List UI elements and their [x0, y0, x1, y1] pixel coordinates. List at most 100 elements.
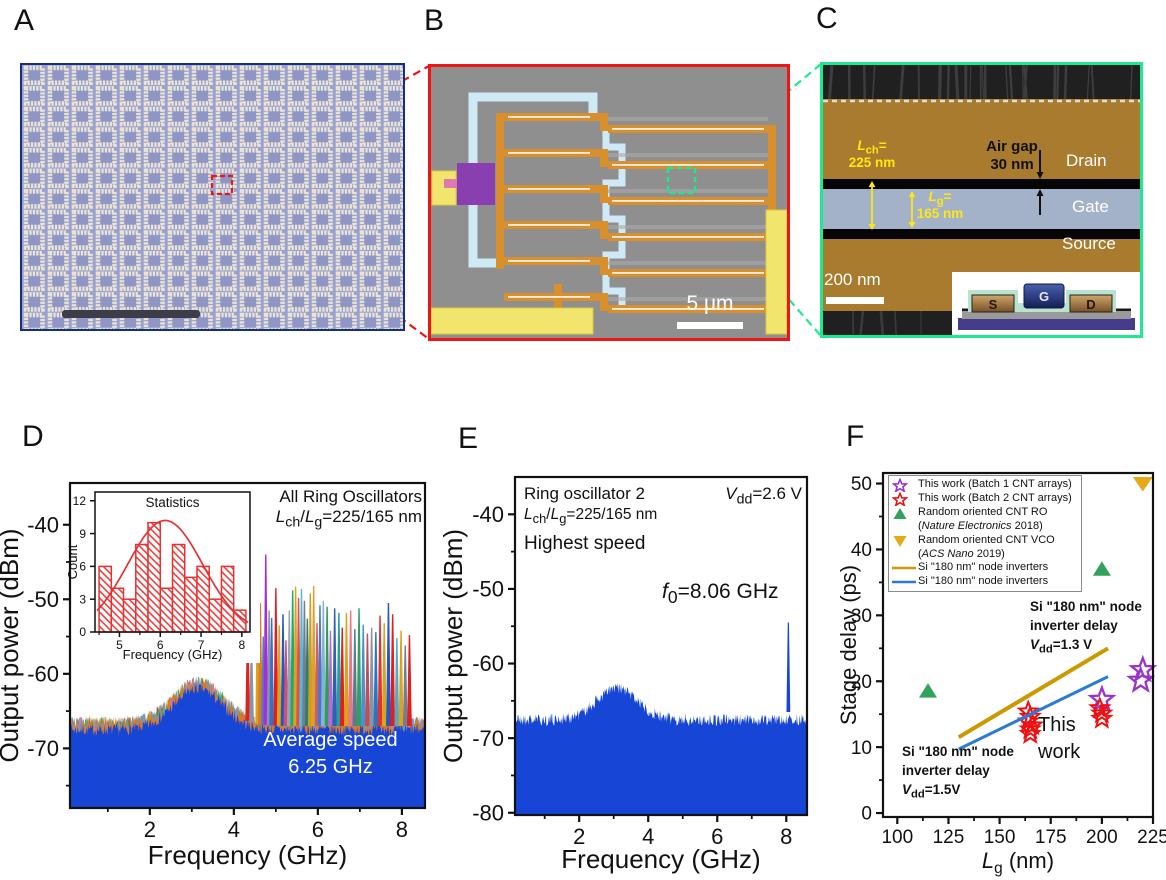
svg-text:7: 7	[198, 638, 205, 652]
panel-label-c: C	[816, 2, 838, 35]
svg-text:-60: -60	[472, 651, 504, 676]
panel-label-d: D	[22, 420, 44, 453]
legend-item: This work (Batch 2 CNT arrays)	[892, 492, 1078, 506]
svg-text:Statistics: Statistics	[145, 495, 199, 510]
note-line: This	[1038, 714, 1076, 736]
svg-text:Output power (dBm): Output power (dBm)	[0, 528, 24, 762]
svg-text:-70: -70	[472, 726, 504, 751]
panel-label-a: A	[14, 4, 35, 37]
svg-text:-50: -50	[472, 577, 504, 602]
svg-text:4: 4	[228, 817, 240, 842]
scale-bar	[826, 297, 884, 304]
legend-label: Si "180 nm" node inverters	[918, 575, 1049, 588]
svg-text:150: 150	[984, 827, 1016, 848]
note-line: Vdd=1.3 V	[1030, 637, 1093, 656]
note-line: Si "180 nm" node	[1030, 599, 1142, 614]
legend-item: Random oriented CNT VCO	[892, 534, 1078, 548]
svg-text:-70: -70	[27, 736, 59, 761]
chart-e-f0: f0=8.06 GHz	[662, 580, 779, 608]
svg-text:-50: -50	[27, 587, 59, 612]
svg-text:6: 6	[711, 824, 723, 849]
legend-item: Si "180 nm" node inverters	[892, 575, 1078, 589]
svg-text:G: G	[1039, 289, 1049, 304]
svg-text:Frequency (GHz): Frequency (GHz)	[148, 840, 347, 870]
note-line: Vdd=1.5V	[902, 782, 961, 801]
chart-e-vdd: Vdd=2.6 V	[725, 484, 802, 508]
chart-f-this-work-note: This work	[1038, 712, 1080, 766]
svg-text:Output power (dBm): Output power (dBm)	[438, 529, 468, 763]
svg-text:4: 4	[642, 824, 654, 849]
svg-text:0: 0	[861, 804, 872, 825]
panel-a-micrograph-frame	[20, 63, 405, 331]
chart-e-title: Ring oscillator 2	[524, 484, 645, 503]
svg-text:12: 12	[73, 494, 87, 508]
svg-text:0: 0	[79, 625, 86, 639]
svg-text:Lg (nm): Lg (nm)	[982, 848, 1054, 877]
chart-d-dimensions: Lch/Lg=225/165 nm	[275, 507, 422, 531]
note-line: work	[1038, 741, 1081, 763]
svg-text:6: 6	[157, 638, 164, 652]
legend-label: Random oriented CNT RO	[918, 506, 1048, 519]
panel-c-crosssection-frame	[820, 62, 1143, 338]
svg-text:9: 9	[79, 527, 86, 541]
svg-text:Frequency (GHz): Frequency (GHz)	[123, 647, 223, 662]
svg-text:225: 225	[1137, 827, 1166, 848]
scale-bar-label: 5 μm	[686, 292, 734, 315]
chart-d-average-value: 6.25 GHz	[288, 756, 373, 778]
air-gap-value: 30 nm	[990, 156, 1034, 173]
chart-d-average-speed: Average speed	[263, 729, 398, 751]
svg-text:20: 20	[851, 672, 872, 693]
scale-bar-label: 200 nm	[824, 270, 881, 289]
svg-text:175: 175	[1035, 827, 1067, 848]
star-icon	[892, 492, 909, 506]
svg-text:100: 100	[881, 827, 913, 848]
line-icon	[892, 580, 916, 584]
svg-text:50: 50	[851, 474, 872, 495]
lg-label: Lg=	[928, 189, 952, 208]
svg-text:Stage delay (ps): Stage delay (ps)	[836, 565, 861, 725]
svg-text:8: 8	[396, 817, 408, 842]
chart-e-speed: Highest speed	[524, 533, 646, 554]
legend-label-2: (Nature Electronics 2018)	[918, 520, 1043, 532]
legend-item: Random oriented CNT RO	[892, 506, 1078, 520]
triangle-up-icon	[893, 508, 907, 519]
legend-label: This work (Batch 2 CNT arrays)	[918, 492, 1072, 505]
svg-text:200: 200	[1086, 827, 1118, 848]
svg-text:6: 6	[79, 560, 86, 574]
svg-text:6: 6	[312, 817, 324, 842]
triangle-down-icon	[893, 535, 907, 547]
chart-f-si-15v-note: Si "180 nm" node inverter delay Vdd=1.5V	[902, 742, 1014, 805]
legend-item: Si "180 nm" node inverters	[892, 561, 1078, 575]
svg-text:Count: Count	[65, 544, 80, 579]
svg-text:2: 2	[144, 817, 156, 842]
panel-label-e: E	[458, 422, 479, 455]
chart-e-dimensions: Lch/Lg=225/165 nm	[524, 506, 658, 527]
svg-text:-40: -40	[27, 512, 59, 537]
source-label: Source	[1062, 234, 1116, 253]
lg-value: 165 nm	[916, 206, 964, 221]
panel-label-f: F	[846, 420, 865, 453]
legend-label: Random oriented CNT VCO	[918, 533, 1055, 546]
line-icon	[892, 566, 916, 570]
svg-text:D: D	[1086, 297, 1095, 312]
panel-label-b: B	[424, 4, 445, 37]
svg-text:Frequency (GHz): Frequency (GHz)	[561, 844, 760, 874]
legend-label: This work (Batch 1 CNT arrays)	[918, 478, 1072, 491]
chart-f-si-13v-note: Si "180 nm" node inverter delay Vdd=1.3 …	[1030, 597, 1142, 660]
lch-value: 225 nm	[848, 155, 896, 170]
lch-label: Lch=	[857, 138, 887, 157]
chart-f-legend: This work (Batch 1 CNT arrays) This work …	[888, 475, 1082, 593]
note-line: inverter delay	[1030, 618, 1118, 633]
note-line: inverter delay	[902, 763, 990, 778]
note-line: Si "180 nm" node	[902, 744, 1014, 759]
legend-item: This work (Batch 1 CNT arrays)	[892, 478, 1078, 492]
drain-label: Drain	[1066, 151, 1107, 170]
air-gap-label: Air gap	[986, 138, 1038, 155]
svg-text:-40: -40	[472, 502, 504, 527]
panel-b-sem-frame	[428, 64, 790, 341]
scale-bar	[62, 310, 200, 318]
svg-text:30: 30	[851, 606, 872, 627]
svg-text:-80: -80	[472, 800, 504, 825]
svg-text:10: 10	[851, 738, 872, 759]
gate-label: Gate	[1072, 197, 1109, 216]
